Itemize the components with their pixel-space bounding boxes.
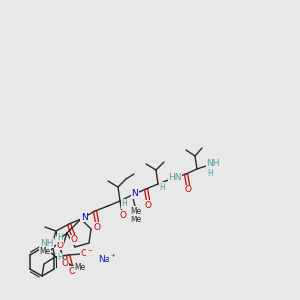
Text: O: O (56, 241, 64, 250)
Text: O: O (80, 250, 88, 259)
Text: $^-$: $^-$ (86, 247, 94, 256)
Text: O: O (145, 200, 152, 209)
Text: $^+$: $^+$ (110, 253, 116, 262)
Text: H: H (57, 254, 63, 262)
Text: H: H (121, 200, 127, 208)
Text: H: H (207, 169, 213, 178)
Text: Me: Me (39, 248, 51, 256)
Text: Me: Me (130, 206, 142, 215)
Text: O: O (119, 211, 127, 220)
Text: O: O (184, 185, 191, 194)
Text: HN: HN (168, 173, 182, 182)
Text: O: O (68, 266, 76, 275)
Text: N: N (81, 212, 87, 221)
Text: O: O (94, 223, 100, 232)
Text: H: H (159, 182, 165, 191)
Text: Me: Me (74, 262, 86, 272)
Text: H: H (57, 232, 63, 242)
Text: O: O (70, 236, 77, 244)
Text: NH: NH (206, 160, 220, 169)
Text: Me: Me (130, 215, 141, 224)
Text: Na: Na (98, 254, 110, 263)
Text: O: O (61, 260, 68, 268)
Text: NH: NH (40, 238, 54, 247)
Text: N: N (132, 190, 138, 199)
